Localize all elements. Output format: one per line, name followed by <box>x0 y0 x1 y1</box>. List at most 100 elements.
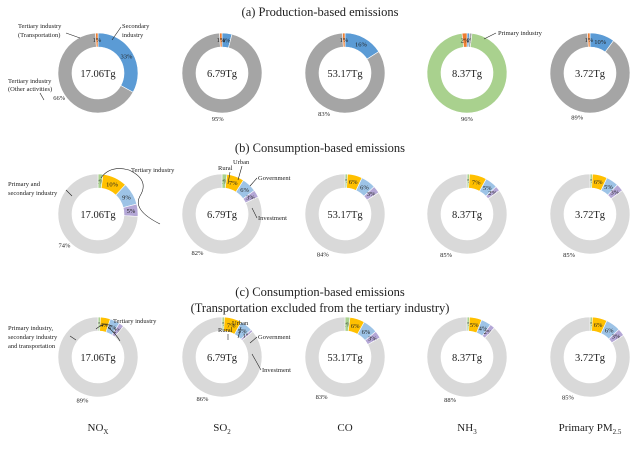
annotation-investment: Investment <box>258 215 287 222</box>
panel-c-subtitle: (Transportation excluded from the tertia… <box>191 301 450 315</box>
pollutant-label: NOX <box>88 422 109 436</box>
slice-label: 96% <box>461 116 474 123</box>
slice-label: 83% <box>318 111 331 118</box>
donut-panel-1-chart-3: 1% 7%5%2% 85% 8.37Tg <box>426 173 508 259</box>
pollutant-label: NH3 <box>457 422 477 436</box>
slice-consumption_base <box>304 173 386 255</box>
donut-panel-2-chart-0: 1%4% 4%2%89%17.06Tg <box>57 316 139 405</box>
annotation-urban-c: Urban <box>232 320 249 327</box>
annotation-investment-c: Investment <box>262 367 291 374</box>
slice-label: 85% <box>440 252 453 259</box>
slice-label: 2% <box>113 328 122 335</box>
slice-label: 66% <box>53 95 66 102</box>
annotation-primary-industry: Primary industry <box>498 30 543 37</box>
annotation-secondary-2: industry <box>122 32 144 39</box>
slice-tertiary_other <box>219 32 223 48</box>
donut-panel-2-chart-4: 1%6%6%3%85%3.72Tg <box>549 316 631 402</box>
slice-label: 6% <box>360 185 369 192</box>
slice-label: 1% <box>342 178 351 185</box>
slice-label: 88% <box>444 397 457 404</box>
slice-tertiary_other <box>587 32 591 48</box>
annotation-tertiary-other-1: Tertiary industry <box>8 78 52 85</box>
slice-label: 85% <box>562 395 575 402</box>
slice-label: 1% <box>217 37 226 44</box>
annotation-government-c: Government <box>258 334 291 341</box>
pollutant-labels: NOX SO2 CO NH3 Primary PM2.5 <box>88 422 622 436</box>
slice-label: 83% <box>316 394 329 401</box>
slice-tertiary_other <box>461 32 468 48</box>
annotation-base-2: secondary industry <box>8 190 58 197</box>
slice-consumption_base <box>181 316 263 398</box>
slice-secondary <box>181 32 263 114</box>
slice-label: 1% <box>466 37 475 44</box>
leader-line <box>251 353 262 371</box>
donut-panel-0-chart-0: 33% 66% 1% 17.06Tg <box>53 32 139 114</box>
donut-total-label: 17.06Tg <box>80 210 116 221</box>
donut-total-label: 53.17Tg <box>327 210 363 221</box>
annotation-tertiary-industry: Tertiary industry <box>131 167 175 174</box>
leader-line <box>111 26 122 41</box>
slice-label: 2% <box>484 329 493 336</box>
leader-line <box>69 335 77 341</box>
donut-panel-1-chart-4: 1%6%5%3% 85% 3.72Tg <box>549 173 631 259</box>
slice-consumption_base <box>549 173 631 255</box>
slice-consumption_base <box>57 173 139 255</box>
slice-label: 5% <box>470 322 479 329</box>
annotation-tertiary-transportation-1: Tertiary industry <box>18 23 62 30</box>
slice-label: 5% <box>604 184 613 191</box>
panel-b-title: (b) Consumption-based emissions <box>235 141 405 155</box>
slice-label: 6% <box>240 187 249 194</box>
slice-label: 2% <box>96 178 105 185</box>
slice-label: 1% <box>587 178 596 185</box>
panel-a-annotations: Tertiary industry (Transportation) Secon… <box>8 23 543 101</box>
donut-panel-2-chart-1: 1% 7%5%1%86%6.79Tg <box>181 316 263 403</box>
slice-label: 95% <box>212 116 225 123</box>
slice-label: 1% <box>219 321 228 328</box>
donut-total-label: 6.79Tg <box>207 69 238 80</box>
donut-group: 33% 66% 1% 17.06Tg 4% 95% 1% 6.79Tg 16% 83% 1% 53.1… <box>53 32 631 405</box>
slice-label: 10% <box>106 181 119 188</box>
slice-label: 3% <box>610 189 619 196</box>
donut-total-label: 6.79Tg <box>207 210 238 221</box>
slice-label: 9% <box>122 194 131 201</box>
slice-label: 2% <box>343 321 352 328</box>
donut-panel-0-chart-1: 4% 95% 1% 6.79Tg <box>181 32 263 123</box>
slice-consumption_base <box>426 316 508 398</box>
donut-total-label: 3.72Tg <box>575 210 606 221</box>
pollutant-label: CO <box>337 422 352 434</box>
donut-panel-0-chart-4: 10% 89% 1% 3.72Tg <box>549 32 631 121</box>
slice-label: 3% <box>368 336 377 343</box>
leader-line <box>483 32 497 40</box>
slice-label: 82% <box>191 250 204 257</box>
slice-consumption_base <box>549 316 631 398</box>
tertiary-brace <box>95 324 121 342</box>
donut-panel-0-chart-3: 1%1%96%2%8.37Tg <box>426 32 508 123</box>
donut-total-label: 53.17Tg <box>327 69 363 80</box>
slice-label: 6% <box>594 179 603 186</box>
leader-line <box>65 32 81 39</box>
slice-label: 74% <box>59 243 72 250</box>
pollutant-label: Primary PM2.5 <box>559 422 622 436</box>
pollutant-label: SO2 <box>213 422 231 436</box>
slice-label: 16% <box>355 41 368 48</box>
leader-line <box>227 171 231 185</box>
slice-label: 86% <box>196 396 209 403</box>
leader-line <box>65 189 73 197</box>
slice-label: 1% <box>464 37 473 44</box>
panel-a-title: (a) Production-based emissions <box>242 5 399 19</box>
slice-consumption_base <box>57 316 139 398</box>
donut-panel-0-chart-2: 16% 83% 1% 53.17Tg <box>304 32 386 118</box>
slice-label: 6% <box>349 179 358 186</box>
slice-tertiary_other <box>95 32 99 48</box>
slice-label: 4% <box>108 324 117 331</box>
slice-label: 6% <box>362 329 371 336</box>
slice-label: 1% <box>587 321 596 328</box>
slice-label: 2% <box>488 190 497 197</box>
slice-label: 33% <box>120 53 133 60</box>
slice-label: 5% <box>483 185 492 192</box>
slice-label: 5% <box>238 328 247 335</box>
slice-label: 6% <box>351 323 360 330</box>
slice-label: 2% <box>220 178 229 185</box>
slice-consumption_base <box>181 173 263 255</box>
